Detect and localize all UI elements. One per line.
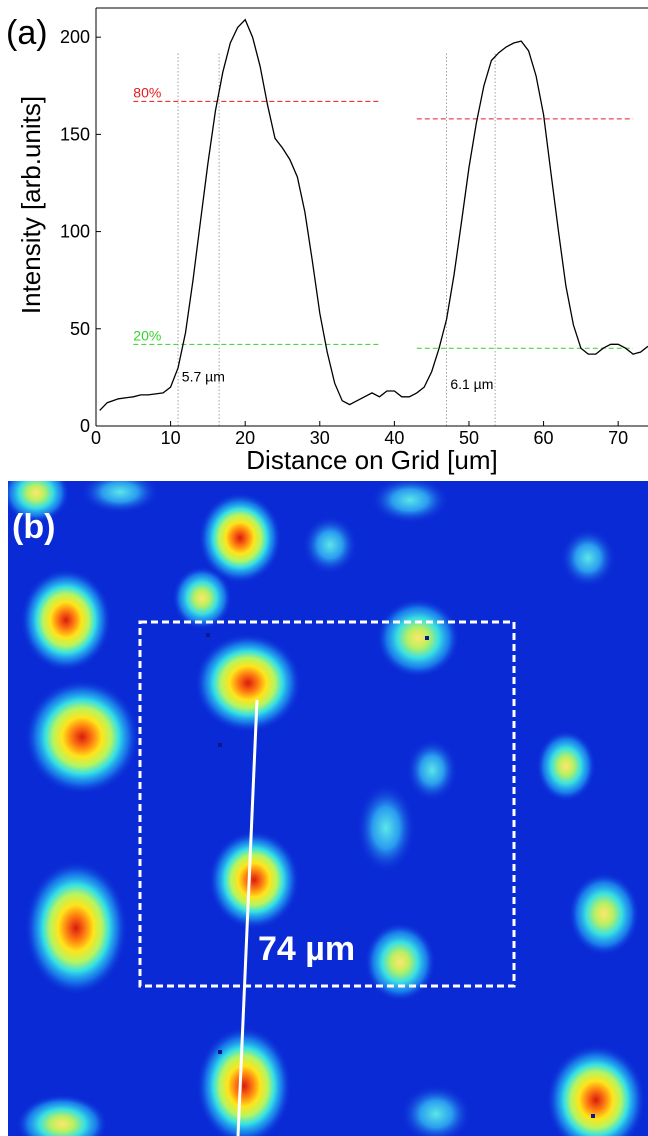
y-tick-label: 100 bbox=[60, 222, 90, 242]
x-ticks: 0 10 20 30 40 50 60 70 bbox=[91, 421, 628, 448]
reference-line-label: 20% bbox=[133, 327, 161, 343]
y-ticks: 0 50 100 150 200 bbox=[60, 27, 101, 436]
x-tick-label: 20 bbox=[235, 428, 255, 448]
intensity-map-image: 74 µm (b) bbox=[8, 481, 648, 1136]
x-tick-label: 50 bbox=[459, 428, 479, 448]
y-tick-label: 150 bbox=[60, 124, 90, 144]
intensity-profile-chart: 80% 20% 0 10 20 30 40 50 60 70 0 50 100 150 200 5.7 … bbox=[6, 7, 648, 475]
intensity-profile-line bbox=[99, 18, 648, 411]
y-axis-title: Intensity [arb.units] bbox=[16, 96, 46, 314]
width-annotations: 5.7 µm 6.1 µm bbox=[182, 368, 494, 392]
reference-lines: 80% 20% bbox=[133, 84, 634, 349]
image-background bbox=[8, 481, 648, 1136]
grid-cell-outline bbox=[138, 620, 516, 988]
x-axis-title: Distance on Grid [um] bbox=[246, 445, 497, 475]
axes bbox=[95, 7, 648, 427]
width-annotation: 5.7 µm bbox=[182, 368, 225, 384]
x-tick-label: 60 bbox=[534, 428, 554, 448]
x-tick-label: 0 bbox=[91, 428, 101, 448]
reference-line-label: 80% bbox=[133, 84, 161, 100]
y-tick-label: 0 bbox=[80, 416, 90, 436]
x-tick-label: 70 bbox=[608, 428, 628, 448]
hot-pixels bbox=[206, 633, 595, 1118]
panel-label-a: (a) bbox=[6, 14, 48, 52]
y-tick-label: 200 bbox=[60, 27, 90, 47]
y-tick-label: 50 bbox=[70, 319, 90, 339]
width-annotation: 6.1 µm bbox=[450, 376, 493, 392]
x-tick-label: 40 bbox=[384, 428, 404, 448]
x-tick-label: 10 bbox=[161, 428, 181, 448]
vertical-markers bbox=[177, 52, 496, 426]
scale-label: 74 µm bbox=[258, 930, 355, 968]
panel-label-b: (b) bbox=[12, 508, 55, 546]
scale-line bbox=[236, 699, 259, 1136]
x-tick-label: 30 bbox=[310, 428, 330, 448]
